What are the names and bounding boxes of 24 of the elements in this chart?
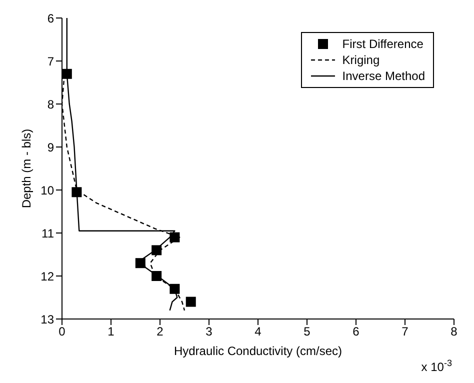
y-tick-label: 12: [40, 269, 54, 284]
y-tick-label: 10: [40, 183, 54, 198]
x-tick-label: 1: [108, 324, 115, 339]
y-tick-label: 7: [47, 54, 54, 68]
y-tick-label: 9: [47, 140, 54, 154]
y-tick-label: 11: [42, 226, 54, 240]
x-tick-label: 0: [58, 324, 66, 339]
x-tick-label: 2: [156, 324, 164, 339]
y-tick-label: 8: [47, 97, 54, 112]
x-tick-label: 4: [254, 324, 262, 339]
x-tick-label: 3: [206, 324, 213, 339]
x-tick-label: 6: [352, 324, 360, 339]
y-axis-title: Depth (m - bls): [19, 128, 34, 208]
x-tick-label: 7: [402, 324, 409, 339]
point: [186, 296, 196, 307]
x-tick-label: 8: [450, 324, 458, 339]
x-tick-label: 5: [304, 324, 311, 339]
y-tick-label: 6: [47, 11, 54, 26]
x-axis-title: Hydraulic Conductivity (cm/sec): [174, 344, 342, 358]
text: x 10$^{-3}$: [421, 358, 452, 374]
legend-label: Inverse Method: [342, 68, 425, 84]
y-tick-label: 13: [40, 312, 54, 326]
legend-label: Kriging: [342, 52, 380, 68]
legend-label: First Difference: [342, 36, 424, 52]
